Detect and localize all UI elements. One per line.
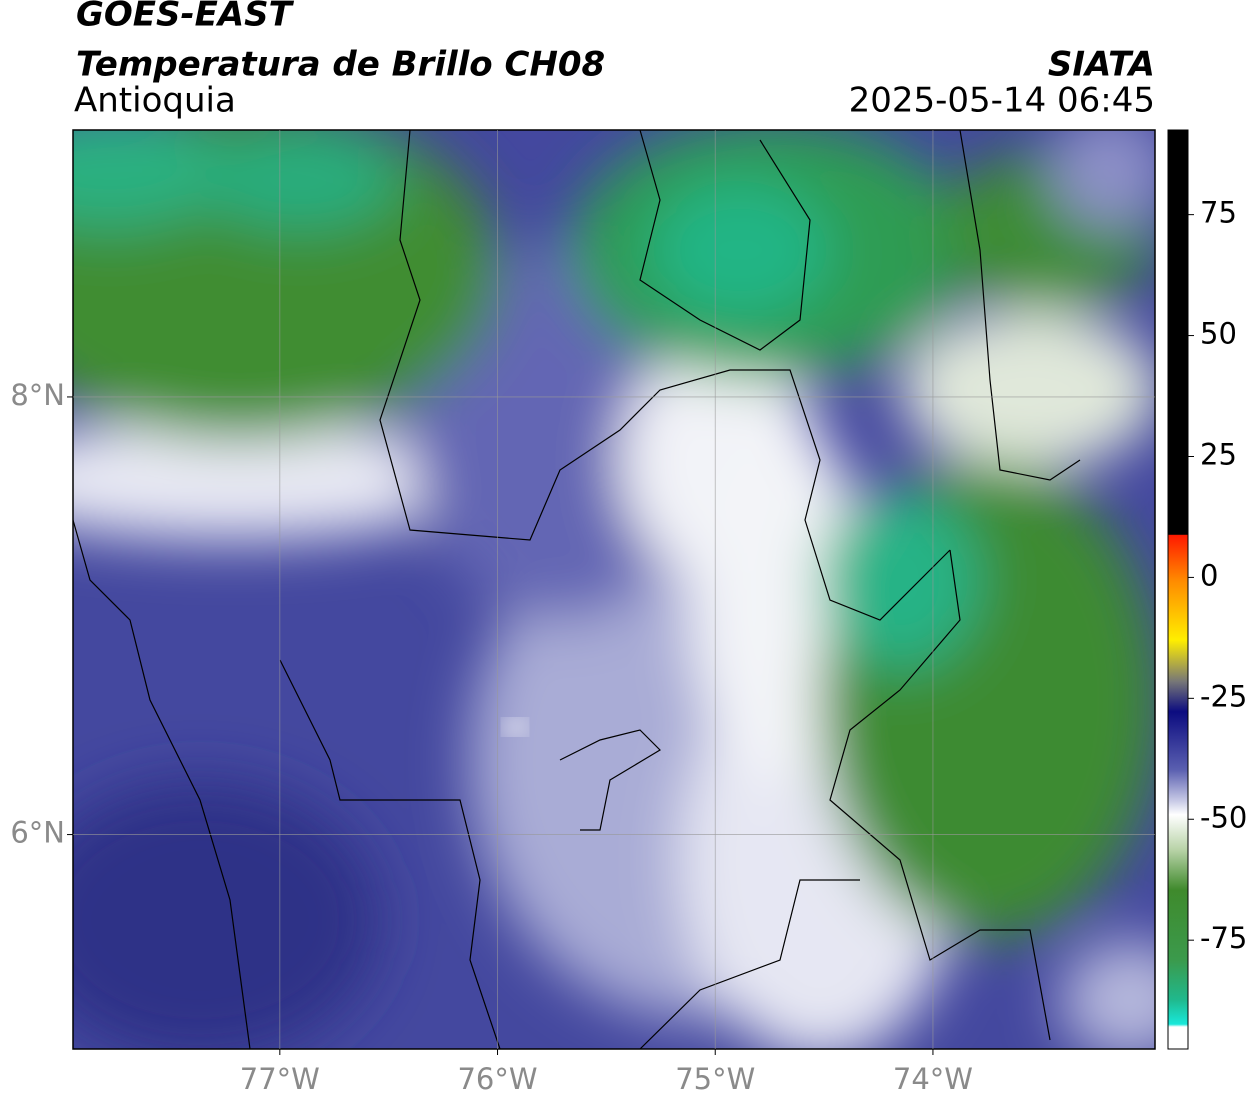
datetime: 2025-05-14 06:45 bbox=[849, 81, 1155, 121]
colorbar-tick-label: 25 bbox=[1200, 437, 1237, 471]
x-tick-label: 75°W bbox=[675, 1062, 755, 1096]
colorbar-tick-label: 0 bbox=[1200, 558, 1218, 592]
title: GOES-EAST bbox=[76, 0, 295, 35]
colorbar-tick-label: 75 bbox=[1200, 196, 1237, 230]
x-tick-label: 77°W bbox=[240, 1062, 320, 1096]
colorbar-tick-label: -25 bbox=[1200, 679, 1247, 713]
map-frame bbox=[72, 129, 1156, 1050]
region: Antioquia bbox=[74, 81, 236, 121]
map-image bbox=[73, 130, 1155, 1049]
colorbar-tick-label: -75 bbox=[1200, 921, 1247, 955]
source: SIATA bbox=[1048, 45, 1155, 85]
subtitle: Temperatura de Brillo CH08 bbox=[76, 45, 605, 85]
colorbar-tick-label: 50 bbox=[1200, 317, 1237, 351]
y-tick-label: 6°N bbox=[10, 816, 65, 850]
colorbar-tick-label: -50 bbox=[1200, 800, 1247, 834]
x-tick-label: 76°W bbox=[457, 1062, 537, 1096]
colorbar bbox=[1167, 129, 1189, 1050]
x-tick-label: 74°W bbox=[893, 1062, 973, 1096]
y-tick-label: 8°N bbox=[10, 378, 65, 412]
